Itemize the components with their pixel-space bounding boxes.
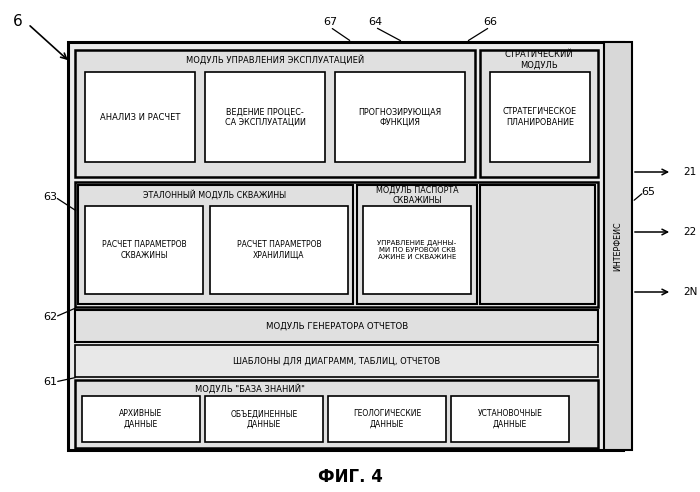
Bar — [205, 396, 323, 442]
Text: 66: 66 — [483, 17, 497, 27]
Text: 22: 22 — [683, 227, 696, 237]
Bar — [85, 206, 203, 294]
Bar — [75, 380, 598, 448]
Text: 62: 62 — [43, 312, 57, 322]
Text: МОДУЛЬ ПАСПОРТА
СКВАЖИНЫ: МОДУЛЬ ПАСПОРТА СКВАЖИНЫ — [376, 185, 458, 205]
Text: СТРАТИЧЕСКИЙ
МОДУЛЬ: СТРАТИЧЕСКИЙ МОДУЛЬ — [505, 50, 573, 70]
Text: 6: 6 — [13, 14, 23, 30]
Bar — [210, 206, 348, 294]
Bar — [82, 396, 200, 442]
Bar — [604, 42, 632, 450]
Text: МОДУЛЬ "БАЗА ЗНАНИЙ": МОДУЛЬ "БАЗА ЗНАНИЙ" — [195, 384, 305, 394]
Text: ИНТЕРФЕИС: ИНТЕРФЕИС — [613, 221, 622, 271]
Bar — [75, 50, 475, 177]
Bar — [205, 72, 325, 162]
Text: УПРАВЛЕНИЕ ДАННЫ-
МИ ПО БУРОВОЙ СКВ
АЖИНЕ И СКВАЖИНЕ: УПРАВЛЕНИЕ ДАННЫ- МИ ПО БУРОВОЙ СКВ АЖИН… — [377, 240, 456, 260]
Text: 21: 21 — [683, 167, 696, 177]
Bar — [328, 396, 446, 442]
Bar — [335, 72, 465, 162]
Text: ШАБЛОНЫ ДЛЯ ДИАГРАММ, ТАБЛИЦ, ОТЧЕТОВ: ШАБЛОНЫ ДЛЯ ДИАГРАММ, ТАБЛИЦ, ОТЧЕТОВ — [233, 357, 440, 366]
Text: 61: 61 — [43, 377, 57, 387]
Text: ФИГ. 4: ФИГ. 4 — [318, 468, 382, 486]
Bar — [85, 72, 195, 162]
Bar — [480, 185, 595, 304]
Bar — [68, 42, 623, 450]
Text: ПРОГНОЗИРУЮЩАЯ
ФУНКЦИЯ: ПРОГНОЗИРУЮЩАЯ ФУНКЦИЯ — [358, 107, 442, 127]
Text: МОДУЛЬ УПРАВЛЕНИЯ ЭКСПЛУАТАЦИЕЙ: МОДУЛЬ УПРАВЛЕНИЯ ЭКСПЛУАТАЦИЕЙ — [186, 55, 364, 65]
Bar — [75, 182, 598, 307]
Text: 63: 63 — [43, 192, 57, 202]
Text: АНАЛИЗ И РАСЧЕТ: АНАЛИЗ И РАСЧЕТ — [100, 113, 180, 122]
Text: АРХИВНЫЕ
ДАННЫЕ: АРХИВНЫЕ ДАННЫЕ — [120, 409, 162, 429]
Bar — [480, 50, 598, 177]
Text: МОДУЛЬ ГЕНЕРАТОРА ОТЧЕТОВ: МОДУЛЬ ГЕНЕРАТОРА ОТЧЕТОВ — [266, 321, 408, 331]
Text: РАСЧЕТ ПАРАМЕТРОВ
СКВАЖИНЫ: РАСЧЕТ ПАРАМЕТРОВ СКВАЖИНЫ — [102, 240, 186, 260]
Bar — [490, 72, 590, 162]
Text: 64: 64 — [368, 17, 382, 27]
Text: 67: 67 — [323, 17, 337, 27]
Bar — [357, 185, 477, 304]
Bar — [75, 310, 598, 342]
Text: РАСЧЕТ ПАРАМЕТРОВ
ХРАНИЛИЩА: РАСЧЕТ ПАРАМЕТРОВ ХРАНИЛИЩА — [237, 240, 321, 260]
Bar — [363, 206, 471, 294]
Text: ВЕДЕНИЕ ПРОЦЕС-
СА ЭКСПЛУАТАЦИИ: ВЕДЕНИЕ ПРОЦЕС- СА ЭКСПЛУАТАЦИИ — [225, 107, 305, 127]
Bar — [78, 185, 353, 304]
Bar — [75, 345, 598, 377]
Text: ЭТАЛОННЫЙ МОДУЛЬ СКВАЖИНЫ: ЭТАЛОННЫЙ МОДУЛЬ СКВАЖИНЫ — [144, 190, 286, 200]
Text: СТРАТЕГИЧЕСКОЕ
ПЛАНИРОВАНИЕ: СТРАТЕГИЧЕСКОЕ ПЛАНИРОВАНИЕ — [503, 107, 577, 127]
Text: ОБЪЕДИНЕННЫЕ
ДАННЫЕ: ОБЪЕДИНЕННЫЕ ДАННЫЕ — [230, 409, 298, 429]
Text: 2N: 2N — [683, 287, 697, 297]
Text: 65: 65 — [641, 187, 655, 197]
Bar — [451, 396, 569, 442]
Text: УСТАНОВОЧНЫЕ
ДАННЫЕ: УСТАНОВОЧНЫЕ ДАННЫЕ — [477, 409, 542, 429]
Text: ГЕОЛОГИЧЕСКИЕ
ДАННЫЕ: ГЕОЛОГИЧЕСКИЕ ДАННЫЕ — [353, 409, 421, 429]
